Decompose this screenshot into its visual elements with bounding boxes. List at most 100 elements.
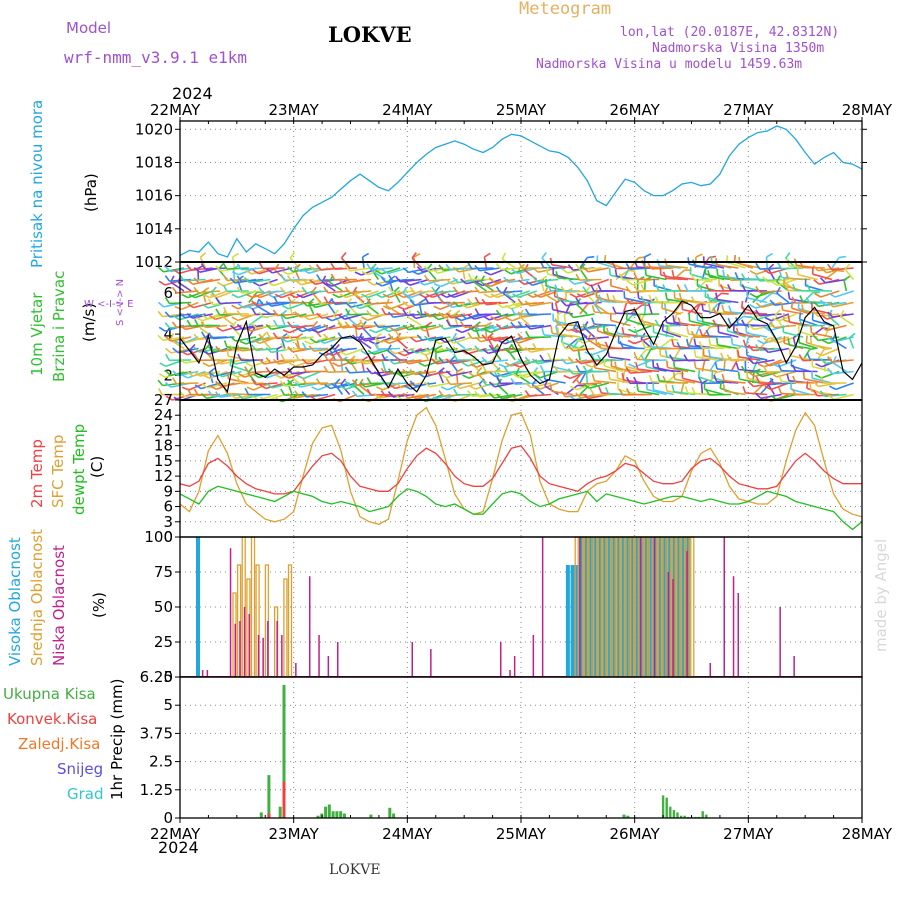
- wind-barb: [596, 261, 617, 269]
- wind-barb: [510, 267, 530, 275]
- wind-barb: [747, 297, 768, 304]
- wind-barb-tick: [510, 321, 516, 329]
- wind-barb: [776, 292, 790, 304]
- wind-barb-tick: [258, 298, 264, 306]
- wind-barb-tick: [172, 268, 180, 275]
- wind-barb: [328, 324, 350, 330]
- wind-barb-tick: [164, 335, 172, 342]
- wind-barb: [661, 307, 682, 315]
- wind-barb-tick: [361, 321, 367, 328]
- wind-barb: [579, 384, 591, 396]
- wind-barb-tick: [179, 324, 186, 330]
- wind-barb-tick: [375, 293, 383, 299]
- wind-barb: [292, 336, 314, 341]
- wind-barb-tick: [625, 388, 631, 396]
- wind-barb-tick: [503, 276, 509, 283]
- wind-barb: [242, 324, 264, 331]
- low-cloud-bar: [779, 607, 781, 677]
- wind-barb-tick: [339, 385, 347, 390]
- wind-barb-tick: [265, 347, 272, 353]
- wind-barb: [776, 281, 790, 292]
- wind-barb-tick: [445, 312, 452, 319]
- wind-barb: [825, 278, 847, 284]
- high-cloud-bar: [676, 537, 681, 677]
- wind-barb: [334, 383, 344, 395]
- wind-barb-tick: [231, 304, 239, 310]
- wind-barb: [170, 281, 185, 292]
- wind-barb-tick: [301, 391, 308, 398]
- wind-barb: [594, 367, 617, 373]
- wind-barb: [299, 267, 321, 273]
- wind-barb-tick: [623, 291, 626, 299]
- wind-barb-tick: [157, 266, 164, 273]
- total-precip-bar: [267, 775, 271, 818]
- wind-barb: [759, 383, 770, 396]
- wind-barb-tick: [501, 252, 507, 260]
- wind-barb: [687, 337, 694, 349]
- wind-barb-tick: [207, 390, 214, 397]
- wind-barb-tick: [193, 346, 200, 353]
- wind-barb-tick: [236, 286, 243, 294]
- low-cloud-bar: [337, 642, 339, 677]
- wind-barb-tick: [633, 272, 638, 280]
- wind-barb-tick: [481, 298, 488, 306]
- wind-barb-tick: [821, 339, 829, 345]
- wind-barb-tick: [827, 394, 835, 401]
- wind-barb-tick: [741, 365, 746, 373]
- wind-barb: [197, 393, 221, 396]
- wind-barb-tick: [302, 268, 310, 274]
- wind-barb-tick: [287, 321, 293, 328]
- wind-barb-tick: [666, 360, 669, 368]
- wind-barb: [609, 378, 631, 384]
- wind-barb-tick: [720, 352, 725, 360]
- wind-barb-tick: [424, 381, 431, 388]
- wind-barb: [532, 290, 552, 299]
- wind-barb-tick: [575, 377, 581, 385]
- wind-barb: [479, 347, 501, 352]
- wind-barb: [486, 359, 509, 364]
- cloud-tick-label: 50: [154, 598, 173, 616]
- low-cloud-bar: [295, 663, 297, 677]
- wind-barb-tick: [409, 323, 416, 330]
- x-label-bottom: 25MAY: [496, 825, 547, 843]
- wind-barb-tick: [193, 266, 201, 273]
- wind-barb-tick: [791, 364, 797, 372]
- wind-barb: [804, 378, 825, 384]
- precip-tick-label: 0: [163, 809, 173, 827]
- wind-barb: [761, 301, 782, 308]
- wind-barb-tick: [768, 337, 776, 340]
- wind-barb-tick: [359, 335, 366, 342]
- wind-barb: [213, 347, 235, 353]
- wind-barb-tick: [606, 327, 610, 336]
- wind-barb-tick: [677, 317, 682, 325]
- wind-barb-tick: [820, 267, 827, 274]
- wind-barb-tick: [533, 373, 541, 379]
- wind-barb-tick: [366, 377, 372, 384]
- wind-barb-tick: [323, 286, 329, 294]
- wind-barb: [634, 324, 653, 333]
- wind-barb: [494, 278, 516, 284]
- total-precip-bar: [331, 811, 335, 818]
- wind-barb-tick: [484, 282, 492, 288]
- wind-barb-tick: [575, 263, 581, 271]
- wind-barb-tick: [809, 383, 812, 392]
- wind-barb: [651, 267, 674, 270]
- wind-barb-tick: [424, 296, 430, 304]
- wind-barb: [181, 336, 199, 345]
- wind-barb-tick: [829, 385, 837, 391]
- wind-barb-tick: [655, 284, 660, 292]
- wind-barb-tick: [287, 346, 294, 353]
- wind-barb: [371, 370, 393, 375]
- wind-barb-tick: [252, 373, 260, 379]
- wind-barb: [450, 267, 473, 271]
- wind-barb-tick: [664, 292, 668, 300]
- wind-barb: [500, 290, 523, 294]
- wind-barb-tick: [777, 386, 783, 394]
- wind-barb: [366, 304, 379, 315]
- wind-barb: [349, 267, 372, 272]
- wind-barb-tick: [340, 378, 347, 385]
- wind-barb-tick: [186, 312, 194, 319]
- wind-barb-tick: [181, 373, 189, 379]
- wind-barb-tick: [244, 366, 250, 373]
- wind-barb: [414, 382, 437, 387]
